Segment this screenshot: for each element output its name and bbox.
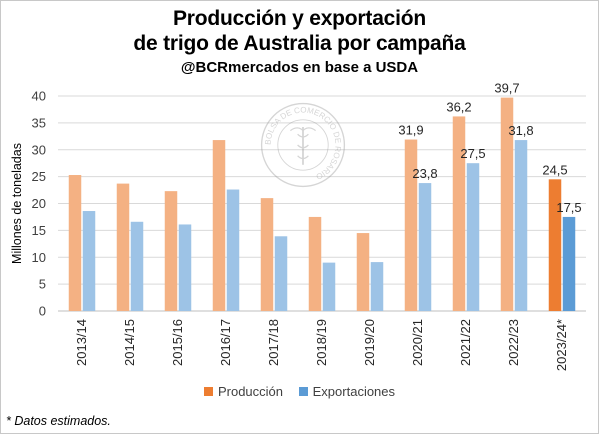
bar-produccion (356, 233, 370, 311)
bar-exportaciones (370, 262, 384, 311)
x-tick-label: 2021/22 (458, 319, 473, 366)
bar-produccion (308, 216, 322, 311)
y-tick-label: 25 (32, 169, 46, 184)
x-tick-label: 2023/24* (554, 319, 569, 371)
x-tick-label: 2020/21 (410, 319, 425, 366)
y-tick-label: 5 (39, 277, 46, 292)
data-label-produccion: 31,9 (398, 123, 423, 138)
data-label-exportaciones: 27,5 (460, 146, 485, 161)
chart-title: Producción y exportación de trigo de Aus… (0, 6, 599, 78)
y-tick-label: 30 (32, 142, 46, 157)
x-tick-label: 2018/19 (314, 319, 329, 366)
bar-exportaciones (514, 140, 528, 311)
footnote: * Datos estimados. (6, 414, 111, 428)
bar-produccion (404, 139, 418, 311)
bar-exportaciones (322, 262, 336, 311)
legend-label-produccion: Producción (217, 384, 284, 399)
bar-exportaciones (418, 183, 432, 311)
bar-produccion (260, 198, 274, 311)
data-label-produccion: 36,2 (446, 99, 471, 114)
y-tick-label: 15 (32, 223, 46, 238)
legend-swatch-produccion (203, 387, 213, 396)
caduceus-seal-icon: BOLSA DE COMERCIO DE ROSARIO (260, 102, 346, 188)
bar-produccion (68, 175, 82, 311)
y-axis-label: Millones de toneladas (10, 143, 24, 264)
x-tick-label: 2017/18 (266, 319, 281, 366)
bar-exportaciones (226, 189, 240, 311)
bar-exportaciones (466, 163, 480, 311)
x-tick-label: 2014/15 (122, 319, 137, 366)
bar-exportaciones (82, 211, 96, 311)
x-tick-label: 2022/23 (506, 319, 521, 366)
x-tick-label: 2016/17 (218, 319, 233, 366)
bar-exportaciones (274, 236, 288, 311)
data-label-produccion: 39,7 (494, 81, 519, 96)
bar-produccion (164, 191, 178, 311)
legend-label-exportaciones: Exportaciones (312, 384, 396, 399)
data-label-produccion: 24,5 (542, 162, 567, 177)
legend-swatch-exportaciones (298, 387, 308, 396)
bar-produccion (212, 140, 226, 311)
chart-subtitle: @BCRmercados en base a USDA (180, 59, 419, 76)
legend-item-produccion: Producción (203, 384, 284, 399)
chart-title-line-2: de trigo de Australia por campaña (133, 32, 466, 55)
bar-exportaciones (178, 224, 192, 311)
chart-legend: Producción Exportaciones (0, 384, 599, 399)
x-tick-label: 2015/16 (170, 319, 185, 366)
bar-produccion (500, 97, 514, 311)
data-label-exportaciones: 31,8 (508, 123, 533, 138)
x-tick-label: 2019/20 (362, 319, 377, 366)
y-tick-label: 40 (32, 89, 46, 104)
y-tick-label: 0 (39, 304, 46, 319)
data-label-exportaciones: 17,5 (556, 200, 581, 215)
y-tick-label: 10 (32, 250, 46, 265)
bar-exportaciones (130, 221, 144, 311)
chart-title-line-1: Producción y exportación (172, 7, 427, 30)
bar-exportaciones (562, 216, 576, 311)
bar-produccion (452, 116, 466, 311)
data-label-exportaciones: 23,8 (412, 166, 437, 181)
bar-produccion (116, 183, 130, 311)
y-tick-label: 35 (32, 115, 46, 130)
x-tick-label: 2013/14 (74, 319, 89, 366)
y-tick-label: 20 (32, 196, 46, 211)
bar-produccion (548, 179, 562, 311)
legend-item-exportaciones: Exportaciones (298, 384, 396, 399)
